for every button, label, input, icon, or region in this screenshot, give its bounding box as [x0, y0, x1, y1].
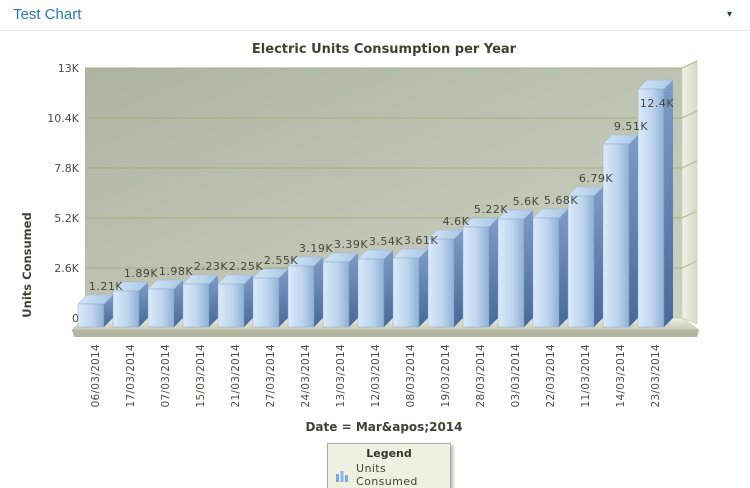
bar-value-label: 6.79K [579, 172, 613, 185]
bar [112, 290, 140, 328]
plot-side-wall [681, 60, 698, 325]
x-tick-label: 17/03/2014 [125, 344, 137, 408]
bar-value-label: 3.54K [369, 235, 403, 248]
bar [462, 226, 490, 328]
bar-value-label: 12.4K [640, 97, 674, 110]
gridline-wall [681, 210, 698, 219]
bar-side-face [349, 253, 358, 327]
x-tick-label: 14/03/2014 [615, 344, 627, 408]
bar-side-face [524, 210, 533, 327]
bar-chart-icon [336, 470, 348, 482]
x-tick-label: 22/03/2014 [545, 344, 557, 408]
bar-side-face [104, 295, 113, 327]
y-tick-label: 0 [72, 312, 79, 325]
bar-value-label: 3.61K [404, 234, 438, 247]
bar-value-label: 4.6K [443, 215, 470, 228]
gridline-wall [681, 60, 698, 69]
bar [287, 265, 315, 328]
plot-floor-edge [72, 330, 699, 337]
x-tick-label: 11/03/2014 [580, 344, 592, 408]
legend-item: Units Consumed [328, 461, 450, 488]
gridline-wall [681, 260, 698, 269]
bar-side-face [314, 257, 323, 327]
bar [497, 218, 525, 328]
bar [252, 277, 280, 328]
x-tick-label: 12/03/2014 [370, 344, 382, 408]
bar [322, 261, 350, 328]
bar [182, 283, 210, 328]
legend-item-label: Units Consumed [356, 462, 418, 488]
bar-side-face [664, 80, 673, 327]
gridline-wall [681, 160, 698, 169]
gridline-wall [681, 110, 698, 119]
x-tick-label: 28/03/2014 [475, 344, 487, 408]
x-tick-label: 03/03/2014 [510, 344, 522, 408]
x-tick-label: 13/03/2014 [335, 344, 347, 408]
bar-side-face [489, 218, 498, 327]
legend: Legend Units Consumed [327, 443, 451, 488]
x-tick-label: 23/03/2014 [650, 344, 662, 408]
bar [357, 258, 385, 328]
bar-value-label: 2.25K [229, 260, 263, 273]
y-tick-label: 10.4K [47, 112, 79, 125]
bar-value-label: 2.23K [194, 260, 228, 273]
bar [77, 303, 105, 328]
bar-side-face [629, 135, 638, 327]
x-tick-label: 07/03/2014 [160, 344, 172, 408]
x-tick-label: 15/03/2014 [195, 344, 207, 408]
bar-value-label: 5.68K [544, 194, 578, 207]
bar-side-face [209, 275, 218, 327]
x-tick-label: 08/03/2014 [405, 344, 417, 408]
bar-side-face [279, 269, 288, 327]
bar-value-label: 9.51K [614, 120, 648, 133]
bar [147, 288, 175, 328]
x-tick-label: 19/03/2014 [440, 344, 452, 408]
bar-value-label: 2.55K [264, 254, 298, 267]
x-tick-label: 21/03/2014 [230, 344, 242, 408]
bar [637, 88, 665, 328]
bar [602, 143, 630, 328]
y-tick-label: 2.6K [54, 262, 79, 275]
chevron-down-icon[interactable]: ▾ [726, 9, 732, 20]
bar-value-label: 1.89K [124, 267, 158, 280]
y-tick-label: 7.8K [54, 162, 79, 175]
bar-value-label: 5.22K [474, 203, 508, 216]
bar-value-label: 3.19K [299, 242, 333, 255]
panel-header: Test Chart ▾ [0, 0, 750, 31]
bar-value-label: 1.21K [89, 280, 123, 293]
x-axis-title: Date = Mar&apos;2014 [305, 420, 462, 434]
bar-side-face [244, 275, 253, 327]
chart-title: Electric Units Consumption per Year [252, 42, 517, 57]
bar [567, 195, 595, 328]
bar-side-face [559, 209, 568, 327]
bar [217, 283, 245, 328]
bar-side-face [384, 250, 393, 327]
bar [427, 238, 455, 328]
chart-canvas: Electric Units Consumption per Year 0 2.6… [20, 42, 700, 434]
bar [532, 217, 560, 328]
bar-value-label: 1.98K [159, 265, 193, 278]
bar-side-face [419, 249, 428, 327]
panel-title[interactable]: Test Chart [13, 6, 82, 23]
bar [392, 257, 420, 328]
x-tick-label: 27/03/2014 [265, 344, 277, 408]
y-tick-label: 13K [58, 62, 80, 75]
bar-side-face [454, 230, 463, 327]
y-axis-title: Units Consumed [20, 212, 34, 317]
bar-value-label: 3.39K [334, 238, 368, 251]
bar-side-face [594, 187, 603, 327]
bar-side-face [174, 280, 183, 327]
x-tick-label: 24/03/2014 [300, 344, 312, 408]
bar-value-label: 5.6K [513, 195, 540, 208]
x-tick-label: 06/03/2014 [90, 344, 102, 408]
bar-side-face [139, 282, 148, 327]
y-tick-label: 5.2K [54, 212, 79, 225]
legend-title: Legend [366, 447, 412, 460]
